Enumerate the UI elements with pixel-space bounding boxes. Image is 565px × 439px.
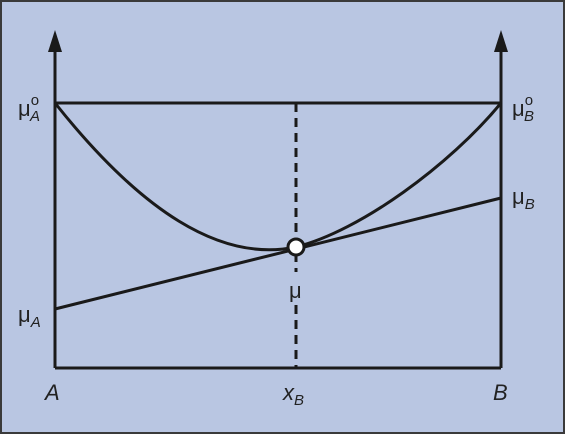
symbol: B — [493, 380, 508, 405]
label-mu: μ — [289, 278, 302, 303]
label-mu-b-standard: μo B — [512, 92, 534, 125]
tangent-point — [286, 237, 306, 257]
label-mu-a-standard: μo A — [18, 92, 40, 125]
arrow-head — [494, 30, 508, 52]
tangent-line — [54, 196, 502, 311]
symbol: μ — [18, 96, 31, 121]
sub: B — [525, 196, 535, 213]
symbol: x — [282, 380, 295, 405]
symbol: μ — [512, 96, 525, 121]
symbol: μ — [289, 278, 302, 303]
sub: B — [294, 392, 304, 409]
sub: A — [29, 108, 40, 125]
arrow-head — [48, 30, 62, 52]
sub: A — [30, 314, 41, 331]
symbol: μ — [512, 184, 525, 209]
label-xb: xB — [282, 380, 304, 409]
symbol: μ — [18, 302, 31, 327]
symbol: A — [43, 380, 60, 405]
label-mu-b: μB — [512, 184, 535, 213]
label-b: B — [493, 380, 508, 405]
sub: B — [524, 108, 534, 125]
label-a: A — [43, 380, 60, 405]
sup: o — [525, 92, 533, 109]
sup: o — [31, 92, 39, 109]
label-mu-a: μA — [18, 302, 41, 331]
